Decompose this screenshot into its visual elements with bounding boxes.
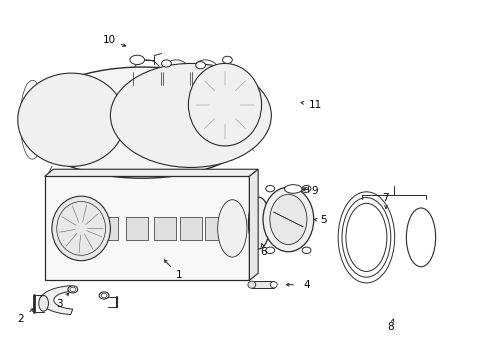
Bar xyxy=(126,217,148,240)
Ellipse shape xyxy=(270,282,277,288)
Ellipse shape xyxy=(99,292,109,299)
Polygon shape xyxy=(249,169,258,280)
Ellipse shape xyxy=(57,202,105,255)
Text: 2: 2 xyxy=(17,314,23,324)
Bar xyxy=(205,217,227,240)
Polygon shape xyxy=(40,286,73,315)
Ellipse shape xyxy=(39,296,48,311)
Text: 7: 7 xyxy=(382,193,388,203)
Ellipse shape xyxy=(265,185,274,192)
Ellipse shape xyxy=(70,287,76,292)
Bar xyxy=(251,281,273,288)
Ellipse shape xyxy=(302,247,310,253)
Ellipse shape xyxy=(161,60,171,67)
Text: 5: 5 xyxy=(320,215,326,225)
Ellipse shape xyxy=(265,247,274,253)
Ellipse shape xyxy=(247,281,255,288)
Ellipse shape xyxy=(217,200,246,257)
Ellipse shape xyxy=(52,196,110,261)
Text: 4: 4 xyxy=(303,280,309,290)
Text: 10: 10 xyxy=(102,35,115,45)
Ellipse shape xyxy=(222,56,232,63)
Ellipse shape xyxy=(130,55,144,64)
Text: 6: 6 xyxy=(260,247,267,257)
Ellipse shape xyxy=(263,187,313,252)
Ellipse shape xyxy=(188,63,261,146)
Text: 8: 8 xyxy=(386,322,393,332)
Bar xyxy=(154,217,176,240)
Text: 3: 3 xyxy=(56,299,62,309)
Bar xyxy=(180,217,202,240)
Ellipse shape xyxy=(101,293,107,298)
Ellipse shape xyxy=(302,188,308,193)
Text: 1: 1 xyxy=(175,270,182,280)
Bar xyxy=(44,176,249,280)
Ellipse shape xyxy=(68,286,78,293)
Ellipse shape xyxy=(195,62,205,69)
Ellipse shape xyxy=(18,73,125,166)
Ellipse shape xyxy=(284,185,302,193)
Ellipse shape xyxy=(406,208,435,267)
Polygon shape xyxy=(44,169,258,176)
Text: 11: 11 xyxy=(308,100,321,110)
Bar xyxy=(96,217,118,240)
Ellipse shape xyxy=(25,67,259,178)
Ellipse shape xyxy=(302,185,310,192)
Ellipse shape xyxy=(110,63,271,167)
Ellipse shape xyxy=(248,197,269,249)
Text: 9: 9 xyxy=(310,186,317,196)
Ellipse shape xyxy=(269,194,306,244)
